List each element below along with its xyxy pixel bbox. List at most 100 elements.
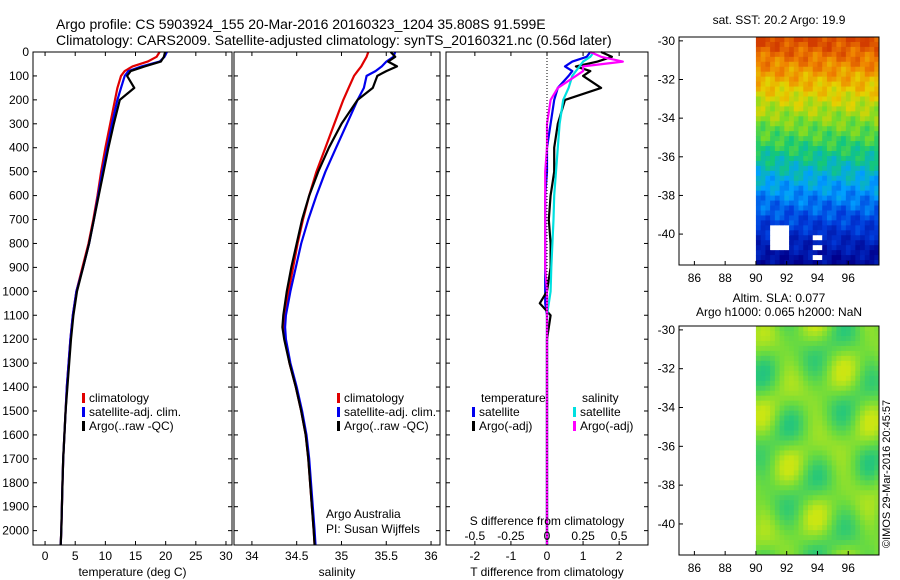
sst_map-cell (755, 41, 762, 48)
sst_map-cell (765, 151, 771, 157)
difference-series-satellite (544, 51, 592, 545)
sst_map-cell (826, 151, 833, 157)
sla_map-cell (826, 435, 833, 441)
sst_map-cell (822, 121, 828, 127)
sla_map-cell (760, 340, 766, 347)
sst_map-cell (845, 81, 851, 87)
sst_map-cell (836, 111, 842, 117)
sst_map-cell (784, 96, 790, 102)
sla_map-cell (836, 390, 842, 397)
sla_map-cell (807, 400, 814, 407)
temperature-legend-swatch (82, 421, 85, 431)
sla_map-cell (845, 525, 851, 531)
sst_map-cell (860, 155, 866, 162)
sla_map-cell (770, 470, 776, 476)
sla_map-cell (831, 545, 837, 551)
sst_map-cell (831, 215, 837, 221)
salinity-legend-label: climatology (344, 391, 404, 405)
sst_map-cell (760, 225, 766, 231)
sst_map-cell (774, 91, 780, 97)
sla_map-cell (817, 345, 823, 352)
sst_map-cell (850, 71, 856, 78)
sst_map-cell (860, 131, 866, 137)
sst_map-cell (836, 225, 842, 231)
sla_map-cell (779, 460, 785, 466)
sst_map-cell (755, 51, 762, 58)
sla_map-cell (803, 355, 809, 362)
sla_map-cell (807, 455, 814, 461)
sla_map-cell (822, 335, 828, 342)
sst_map-cell (822, 86, 828, 92)
sst_map-cell (798, 210, 804, 216)
sst_map-cell (803, 260, 809, 266)
sla_map-cell (874, 430, 880, 436)
sst_map-cell (798, 91, 804, 97)
sla_map-cell (826, 485, 833, 491)
sla_map-cell (869, 530, 875, 536)
sst_map-cell (826, 170, 833, 177)
sla_map-cell (822, 475, 828, 481)
sst_map-cell (826, 190, 833, 197)
sla_map-cell (807, 515, 814, 521)
sla_map-cell (841, 425, 847, 431)
sla_map-cell (850, 510, 856, 516)
sst_map-cell (793, 111, 799, 117)
sst_map-cell (855, 146, 861, 152)
sla_map-cell (784, 545, 790, 551)
sst_map-cell (850, 205, 856, 211)
sla_map-cell (869, 445, 875, 451)
sla_map-cell (812, 435, 818, 441)
sla_map-cell (793, 360, 799, 367)
sla_map-cell (779, 395, 785, 402)
sla_map-cell (798, 355, 804, 362)
sst_map-cell (812, 260, 818, 266)
sst_map-cell (850, 37, 856, 43)
sst_map-cell (789, 155, 795, 162)
sla_map-cell (770, 340, 776, 347)
sla_map-cell (755, 510, 762, 516)
sla_map-cell (789, 505, 795, 511)
sla_map-cell (826, 340, 833, 347)
sst_map-cell (755, 81, 762, 87)
sst_map-cell (874, 126, 880, 132)
sla_map-cell (812, 475, 818, 481)
sst_map-cell (798, 71, 804, 78)
sla_map-cell (855, 390, 861, 397)
sst_map-cell (784, 91, 790, 97)
sla_map-cell (860, 365, 866, 372)
sla_map-cell (779, 490, 785, 496)
sst_map-cell (831, 116, 837, 122)
sst_map-cell (770, 41, 776, 48)
sst_map-cell (803, 151, 809, 157)
sst_map-cell (807, 111, 814, 117)
sla_map-cell (841, 540, 847, 546)
sla_map-cell (789, 425, 795, 431)
sst_map-cell (793, 51, 799, 58)
sla_map-cell (860, 485, 866, 491)
sla_map-cell (864, 495, 870, 501)
sst_map-cell (860, 170, 866, 177)
sla_map-cell (812, 405, 818, 412)
sla_map-cell (774, 490, 780, 496)
sla_map-cell (770, 360, 776, 367)
sst_map-cell (841, 155, 847, 162)
sla_map-cell (793, 465, 799, 471)
sla_map-cell (869, 435, 875, 441)
sla_map-cell (869, 540, 875, 546)
sst_map-cell (774, 86, 780, 92)
sst_map-cell (807, 160, 814, 167)
sla_map-cell (784, 385, 790, 392)
sst_map-cell (826, 141, 833, 147)
imos-credit: ©IMOS 29-Mar-2016 20:45:57 (881, 400, 893, 548)
sst_map-cell (779, 86, 785, 92)
sla_map-cell (817, 430, 823, 436)
sst_map-cell (855, 61, 861, 68)
sst_map-cell (869, 76, 875, 83)
sst_map-cell (874, 200, 880, 206)
sst_map-cell (845, 126, 851, 132)
sst_map-cell (803, 106, 809, 112)
sst_map-cell (793, 101, 799, 107)
sla_map-cell (817, 450, 823, 456)
sst_map-cell (841, 51, 847, 58)
sla_map-cell (770, 430, 776, 436)
